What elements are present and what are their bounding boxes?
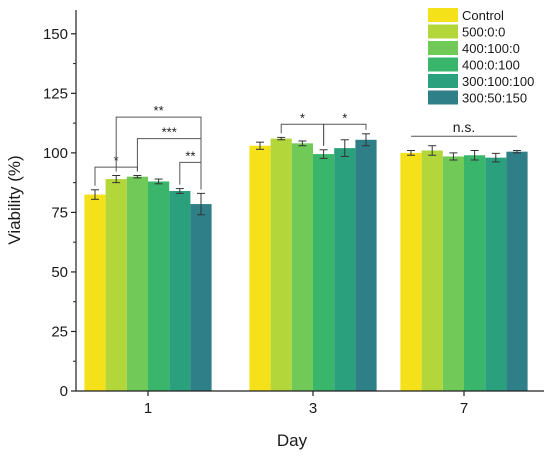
bar-series-3-day-1 (148, 181, 170, 391)
significance-label-1: ** (154, 103, 164, 118)
axes-layer (75, 10, 544, 392)
legend-swatch-0 (428, 8, 458, 22)
significance-annotations: ********* *n.s. (94, 103, 517, 190)
legend-label-1: 500:0:0 (462, 25, 505, 40)
bar-series-3-day-3 (313, 154, 335, 391)
bar-series-0-day-3 (249, 145, 271, 391)
y-tick-label: 50 (51, 264, 68, 281)
legend-label-5: 300:50:150 (462, 91, 527, 106)
bar-series-1-day-3 (270, 138, 292, 391)
y-tick-label: 100 (43, 145, 68, 162)
y-tick-label: 75 (51, 204, 68, 221)
legend-label-4: 300:100:100 (462, 74, 534, 89)
x-axis-label: Day (277, 431, 308, 450)
y-tick-label: 150 (43, 26, 68, 43)
significance-label-5: * (342, 110, 347, 125)
bar-series-0-day-1 (84, 194, 106, 391)
bar-series-1-day-7 (421, 150, 443, 391)
bar-series-5-day-7 (506, 151, 528, 391)
legend-swatch-2 (428, 41, 458, 55)
legend-label-2: 400:100:0 (462, 41, 520, 56)
y-axis-label: Viability (%) (5, 155, 24, 244)
y-ticks: 0 25 50 75 100 125 150 (43, 26, 76, 400)
y-tick-label: 0 (60, 383, 68, 400)
bar-series-2-day-3 (291, 143, 313, 391)
x-tick-label: 7 (460, 400, 468, 417)
legend-swatch-5 (428, 90, 458, 105)
bar-series-4-day-7 (485, 157, 507, 391)
significance-label-6: n.s. (453, 119, 476, 135)
significance-bracket-3 (179, 161, 202, 190)
significance-label-2: *** (162, 125, 177, 140)
legend-swatch-3 (428, 57, 458, 72)
legend-swatch-4 (428, 74, 458, 88)
bar-series-1-day-1 (105, 179, 127, 391)
bar-series-5-day-3 (355, 139, 377, 391)
bar-series-4-day-1 (169, 190, 191, 391)
significance-label-4: * (300, 110, 305, 125)
bar-series-3-day-7 (464, 155, 486, 391)
bar-series-2-day-1 (126, 176, 148, 391)
legend-label-3: 400:0:100 (462, 58, 520, 73)
significance-label-3: ** (185, 148, 195, 163)
significance-bracket-5 (323, 123, 367, 146)
bar-series-4-day-3 (334, 148, 356, 391)
legend-swatch-1 (428, 24, 458, 39)
legend-label-0: Control (462, 8, 504, 23)
bar-series-2-day-7 (442, 156, 464, 391)
bar-series-5-day-1 (190, 204, 212, 391)
x-tick-label: 1 (144, 400, 152, 417)
y-tick-label: 25 (51, 323, 68, 340)
error-bars-layer (91, 133, 521, 216)
bars-layer (84, 138, 528, 392)
x-tick-label: 3 (309, 400, 317, 417)
bar-series-0-day-7 (400, 152, 422, 392)
x-ticks: 1 3 7 (144, 391, 468, 417)
y-tick-label: 125 (43, 85, 68, 102)
